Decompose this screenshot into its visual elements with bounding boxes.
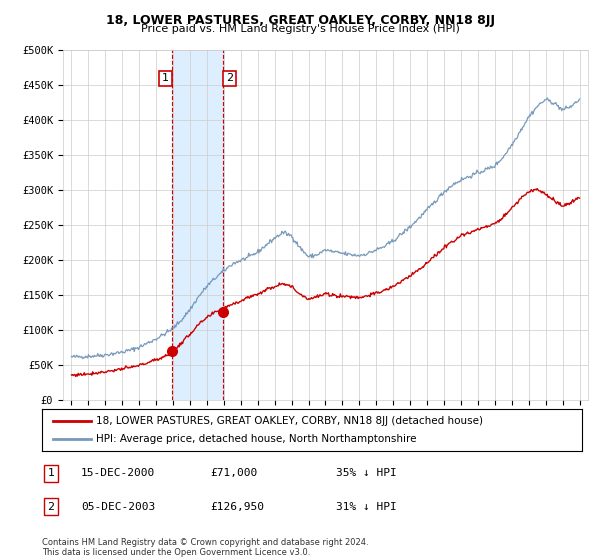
Text: Price paid vs. HM Land Registry's House Price Index (HPI): Price paid vs. HM Land Registry's House … [140, 24, 460, 34]
Text: £71,000: £71,000 [210, 468, 257, 478]
Text: 18, LOWER PASTURES, GREAT OAKLEY, CORBY, NN18 8JJ: 18, LOWER PASTURES, GREAT OAKLEY, CORBY,… [106, 14, 494, 27]
Text: 2: 2 [47, 502, 55, 512]
Text: 1: 1 [47, 468, 55, 478]
Text: £126,950: £126,950 [210, 502, 264, 512]
Text: 31% ↓ HPI: 31% ↓ HPI [336, 502, 397, 512]
Text: 2: 2 [226, 73, 233, 83]
Text: Contains HM Land Registry data © Crown copyright and database right 2024.
This d: Contains HM Land Registry data © Crown c… [42, 538, 368, 557]
Text: 15-DEC-2000: 15-DEC-2000 [81, 468, 155, 478]
Text: 35% ↓ HPI: 35% ↓ HPI [336, 468, 397, 478]
Bar [172, 50, 223, 400]
Text: 18, LOWER PASTURES, GREAT OAKLEY, CORBY, NN18 8JJ (detached house): 18, LOWER PASTURES, GREAT OAKLEY, CORBY,… [96, 416, 483, 426]
Text: 05-DEC-2003: 05-DEC-2003 [81, 502, 155, 512]
Text: HPI: Average price, detached house, North Northamptonshire: HPI: Average price, detached house, Nort… [96, 434, 416, 444]
Text: 1: 1 [162, 73, 169, 83]
